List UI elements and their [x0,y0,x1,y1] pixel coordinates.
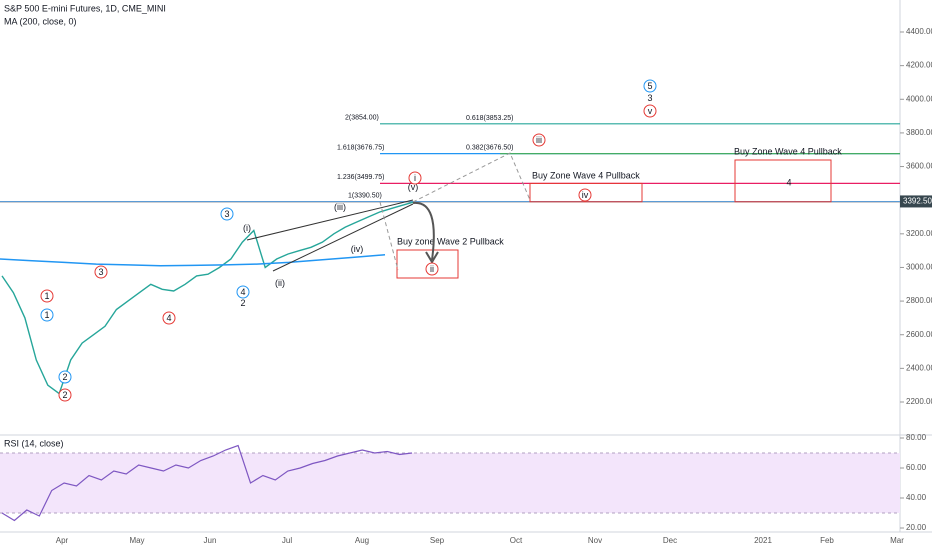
arrow [412,201,439,264]
wave-label: 3 [224,209,229,219]
price-tick-label: 4400.00 [906,27,932,36]
wave-label: 4 [166,313,171,323]
wave-circle [40,308,54,322]
fib-label: 1(3390.50) [348,193,382,200]
fib-label: 0.618(3853.25) [466,115,513,122]
wave-label: (ii) [275,278,285,288]
time-label: Jul [282,536,292,545]
wave-circle [220,207,234,221]
wave-label: 5 [647,81,652,91]
rsi-tick-label: 40.00 [906,493,927,502]
wedge-line [246,199,414,241]
price-tick-label: 2600.00 [906,330,932,339]
time-label: Feb [820,536,834,545]
time-label: Nov [588,536,602,545]
rsi-tick-label: 20.00 [906,523,927,532]
price-tick-label: 4200.00 [906,61,932,70]
wave-circle [643,79,657,93]
wave-circle [162,311,176,325]
rsi-tick-label: 60.00 [906,463,927,472]
fib-label: 1.236(3499.75) [337,174,384,181]
wave-label: ii [430,264,434,274]
time-label: Aug [355,536,369,545]
wave-label: iv [582,190,589,200]
fib-label: 0.382(3676.50) [466,145,513,152]
price-tick-label: 2800.00 [906,296,932,305]
wave-label: (i) [243,223,251,233]
rsi-line [1,444,413,522]
rsi-tick-label: 80.00 [906,433,927,442]
zone-label: Buy Zone Wave 4 Pullback [734,146,842,156]
time-label: Sep [430,536,445,545]
price-line [1,201,415,395]
last-price-label: 3392.50 [903,197,932,206]
projection [379,201,399,271]
indicator-label: MA (200, close, 0) [4,16,77,26]
wave-label: 3 [647,93,652,103]
wave-circle [94,265,108,279]
time-label: Dec [663,536,677,545]
wave-circle [425,262,439,276]
time-label: Jun [204,536,217,545]
last-price-tag [900,195,932,208]
wave-circle [643,104,657,118]
wave-label: 1 [44,310,49,320]
rsi-label: RSI (14, close) [4,438,64,448]
wave-label: 3 [98,267,103,277]
time-label: May [129,536,144,545]
wave-circle [236,285,250,299]
wave-label: i [414,173,416,183]
wave-label: v [648,106,653,116]
wave-circle [58,388,72,402]
price-tick-label: 3800.00 [906,128,932,137]
wave-label: (v) [408,182,419,192]
chart-title: S&P 500 E-mini Futures, 1D, CME_MINI [4,3,166,13]
zone-label: Buy Zone Wave 4 Pullback [532,170,640,180]
wave-label: 2 [240,298,245,308]
wave-circle [578,188,592,202]
price-tick-label: 3200.00 [906,229,932,238]
wave-circle [58,370,72,384]
rsi-band [0,453,900,513]
wave-label: (iv) [351,244,364,254]
time-label: 2021 [754,536,772,545]
wave-label: (iii) [334,202,346,212]
wave-label: 2 [62,390,67,400]
price-tick-label: 3600.00 [906,162,932,171]
time-label: Oct [510,536,523,545]
wave-circle [40,289,54,303]
wedge-line [272,203,414,272]
price-tick-label: 2200.00 [906,397,932,406]
price-tick-label: 2400.00 [906,363,932,372]
fib-label: 2(3854.00) [345,115,379,122]
ma-line [0,254,386,267]
fib-label: 1.618(3676.75) [337,144,384,151]
wave-label: 2 [62,372,67,382]
wave-label: 1 [44,291,49,301]
zone-box [529,182,643,203]
time-label: Mar [890,536,904,545]
price-tick-label: 4000.00 [906,94,932,103]
wave-circle [408,171,422,185]
time-label: Apr [56,536,69,545]
zone-box [734,159,832,203]
projection [412,152,531,203]
wave-circle [532,133,546,147]
zone-box [396,249,459,279]
price-tick-label: 3000.00 [906,263,932,272]
wave-label: iii [536,135,542,145]
wave-label: 4 [240,287,245,297]
zone-label: Buy zone Wave 2 Pullback [397,236,504,246]
zone-mark: 4 [786,177,791,187]
